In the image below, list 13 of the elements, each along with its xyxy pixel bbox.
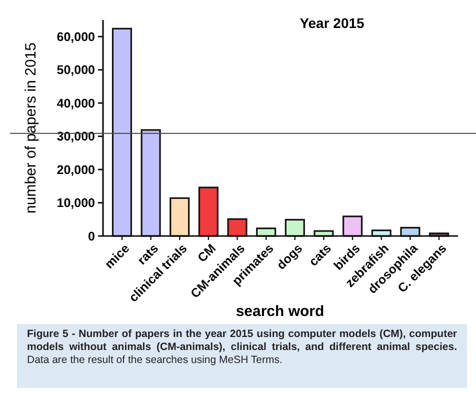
y-tick-label: 40,000 [56, 96, 96, 110]
text: Data are the result of the searches using MeSH Terms. [27, 354, 282, 366]
y-tick-label: 0 [88, 229, 96, 244]
x-axis-title: search word [236, 303, 324, 320]
chart-title: Year 2015 [300, 15, 365, 31]
y-tick-label: 50,000 [56, 63, 96, 78]
y-tick-label: 10,000 [56, 196, 96, 210]
x-tick-label: rats [134, 241, 162, 268]
y-axis-title: number of papers in 2015 [22, 42, 40, 214]
caption: Figure 5 - Number of papers in the year 2015 using computer models (CM), computer models without animals (CM-animals), clinical trials, and different animal species. [27, 328, 457, 353]
x-tick-label: cats [306, 241, 334, 269]
y-tick-label: 20,000 [56, 162, 96, 177]
y-tick-label: 60,000 [56, 30, 96, 44]
